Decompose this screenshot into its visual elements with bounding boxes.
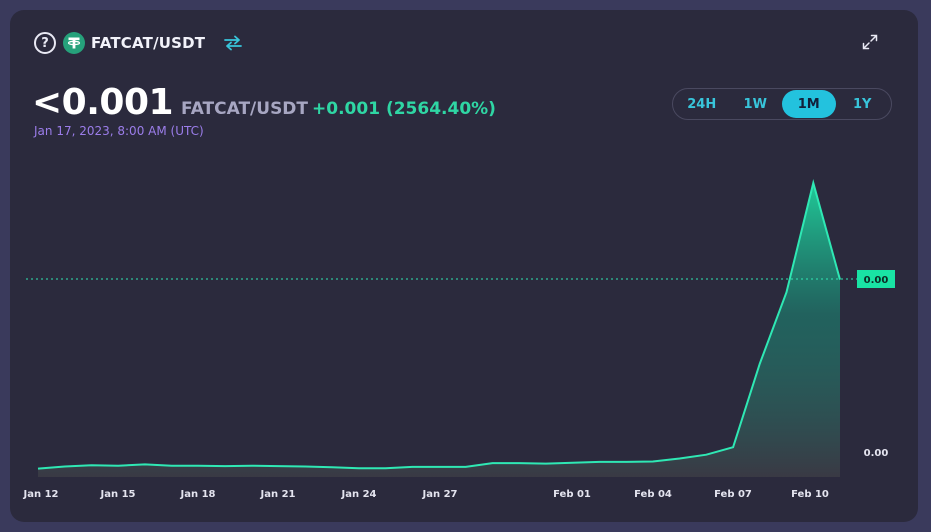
x-tick-label: Feb 01 <box>553 489 591 500</box>
swap-arrows-icon[interactable] <box>223 35 243 51</box>
time-range-selector: 24H 1W 1M 1Y <box>672 88 892 120</box>
range-1w-button[interactable]: 1W <box>743 96 767 112</box>
x-tick-label: Jan 12 <box>23 489 59 500</box>
current-price-tag <box>857 270 895 288</box>
y-axis-baseline-label: 0.00 <box>864 448 889 459</box>
x-tick-label: Jan 18 <box>180 489 216 500</box>
x-tick-label: Jan 24 <box>341 489 377 500</box>
chart-price-line <box>37 179 841 470</box>
x-axis: Jan 12 Jan 15 Jan 18 Jan 21 Jan 24 Jan 27 Feb … <box>23 489 829 500</box>
x-tick-label: Jan 21 <box>260 489 296 500</box>
range-24h-button[interactable]: 24H <box>687 96 717 112</box>
chart-card: ? FATCAT/USDT <0.001 FATCAT/USDT +0.001 … <box>10 10 918 522</box>
x-tick-label: Feb 04 <box>634 489 672 500</box>
current-price: <0.001 <box>32 82 174 123</box>
pair-title: FATCAT/USDT <box>91 34 206 52</box>
x-tick-label: Jan 15 <box>100 489 136 500</box>
question-circle-icon[interactable]: ? <box>34 32 56 54</box>
price-change: +0.001 (2564.40%) <box>312 99 496 119</box>
current-price-tag-label: 0.00 <box>864 275 889 286</box>
price-pair-label: FATCAT/USDT <box>181 99 309 119</box>
price-row: <0.001 FATCAT/USDT +0.001 (2564.40%) <box>32 82 496 123</box>
price-timestamp: Jan 17, 2023, 8:00 AM (UTC) <box>34 124 204 138</box>
expand-icon[interactable] <box>862 34 878 54</box>
tether-logo-icon <box>63 32 85 54</box>
chart-area-fill <box>38 183 840 477</box>
range-1m-button[interactable]: 1M <box>782 90 836 118</box>
price-area-chart[interactable]: 0.00 0.00 Jan 12 Jan 15 Jan 18 Jan 21 Jan 24… <box>10 10 918 522</box>
x-tick-label: Jan 27 <box>422 489 458 500</box>
card-header: ? FATCAT/USDT <box>34 30 243 56</box>
x-tick-label: Feb 10 <box>791 489 829 500</box>
x-tick-label: Feb 07 <box>714 489 752 500</box>
range-1y-button[interactable]: 1Y <box>853 96 872 112</box>
